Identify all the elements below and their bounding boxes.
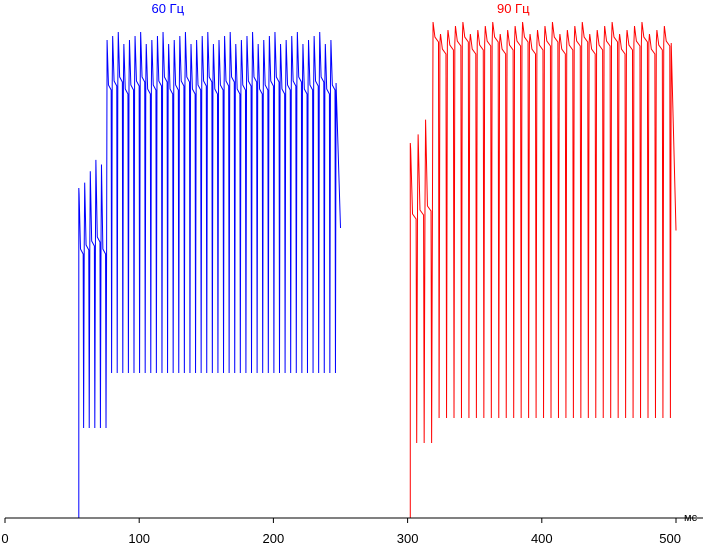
x-tick-label-0: 0 xyxy=(1,531,8,546)
x-ticks: 0 100 200 300 400 500 xyxy=(1,518,681,546)
x-tick-label-100: 100 xyxy=(128,531,150,546)
x-tick-label-300: 300 xyxy=(397,531,419,546)
series-labels: 60 Гц 90 Гц xyxy=(151,1,530,16)
series-layer xyxy=(5,21,677,519)
x-tick-label-500: 500 xyxy=(659,531,681,546)
series-label-1: 90 Гц xyxy=(497,1,530,16)
series-line-0 xyxy=(5,31,341,519)
x-tick-label-200: 200 xyxy=(263,531,285,546)
x-tick-label-400: 400 xyxy=(531,531,553,546)
series-line-1 xyxy=(340,21,677,519)
x-axis-unit-label: мс xyxy=(684,512,698,524)
series-label-0: 60 Гц xyxy=(151,1,184,16)
